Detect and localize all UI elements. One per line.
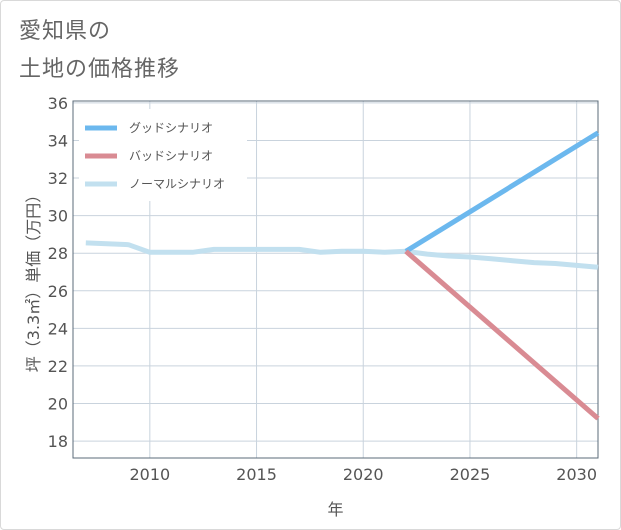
x-tick-label: 2015 bbox=[236, 465, 277, 484]
legend-label: ノーマルシナリオ bbox=[129, 177, 225, 191]
y-tick-label: 34 bbox=[48, 131, 68, 150]
x-tick-label: 2020 bbox=[343, 465, 384, 484]
title-line-2: 土地の価格推移 bbox=[19, 57, 181, 82]
y-tick-label: 22 bbox=[48, 357, 68, 376]
y-tick-label: 32 bbox=[48, 169, 68, 188]
plot-frame bbox=[72, 100, 599, 459]
x-axis-title: 年 bbox=[327, 500, 343, 519]
y-tick-label: 28 bbox=[48, 244, 68, 263]
y-tick-label: 20 bbox=[48, 395, 68, 414]
title-line-1: 愛知県の bbox=[19, 19, 112, 44]
y-tick-label: 24 bbox=[48, 319, 68, 338]
legend-label: グッドシナリオ bbox=[129, 121, 213, 135]
y-tick-label: 30 bbox=[48, 207, 68, 226]
chart-title: 愛知県の 土地の価格推移 bbox=[19, 13, 180, 89]
y-tick-label: 18 bbox=[48, 432, 68, 451]
y-axis-title: 坪（3.3㎡）単価（万円） bbox=[24, 187, 43, 372]
y-tick-label: 36 bbox=[48, 94, 68, 113]
x-tick-label: 2030 bbox=[556, 465, 597, 484]
series-line-2 bbox=[85, 240, 599, 270]
series-line-1 bbox=[404, 249, 600, 421]
legend-label: バッドシナリオ bbox=[129, 149, 213, 163]
x-tick-label: 2025 bbox=[450, 465, 491, 484]
x-tick-label: 2010 bbox=[129, 465, 170, 484]
series-line-0 bbox=[404, 130, 600, 254]
y-tick-label: 26 bbox=[48, 282, 68, 301]
